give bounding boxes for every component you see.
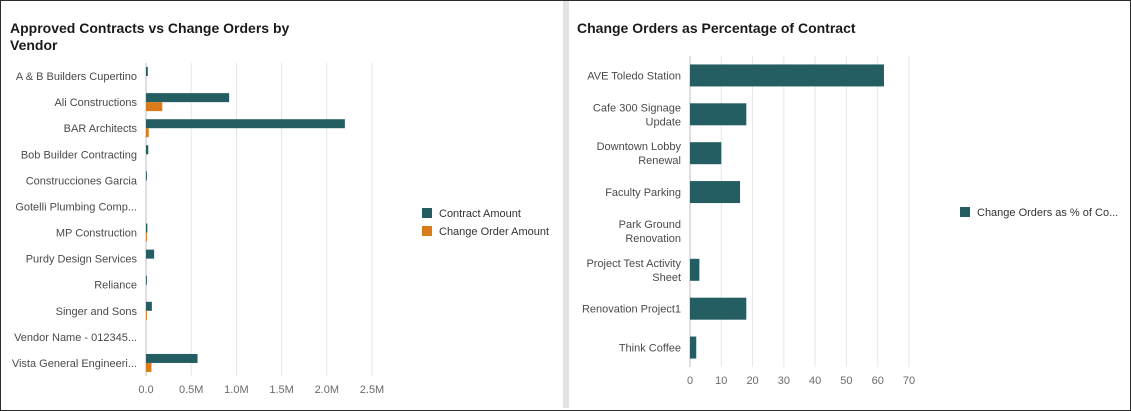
legend-swatch	[960, 207, 970, 217]
bar-change-order-percent	[690, 64, 884, 87]
category-label: Renewal	[638, 155, 681, 167]
category-label: BAR Architects	[64, 123, 138, 135]
contracts-vs-change-orders-chart[interactable]: 0.0 0.5M 1.0M 1.5M 2.0M 2.5M A & B Builders Cu…	[1, 1, 562, 408]
bar-change-order-amount	[146, 128, 149, 138]
category-label: Ali Constructions	[54, 97, 137, 109]
x-tick-label: 2.0M	[315, 384, 339, 396]
legend-label[interactable]: Contract Amount	[439, 208, 521, 220]
x-tick-label: 20	[746, 375, 758, 387]
category-label: Renovation Project1	[582, 304, 681, 316]
bar-change-order-percent	[690, 258, 700, 281]
category-label: Reliance	[94, 280, 137, 292]
category-label: Update	[646, 116, 681, 128]
category-label: Park Ground	[619, 219, 681, 231]
category-label: MP Construction	[56, 228, 137, 240]
bar-change-order-percent	[690, 142, 722, 165]
bar-change-order-amount	[146, 362, 152, 372]
x-tick-label: 30	[778, 375, 790, 387]
x-tick-label: 0	[687, 375, 693, 387]
category-label: Think Coffee	[619, 343, 681, 355]
x-tick-label: 1.5M	[269, 384, 293, 396]
legend-swatch	[422, 208, 432, 218]
x-tick-label: 70	[903, 375, 915, 387]
bar-change-order-percent	[690, 181, 741, 204]
x-tick-label: 2.5M	[360, 384, 384, 396]
chart-title: Change Orders as Percentage of Contract	[577, 20, 856, 36]
legend-swatch	[422, 226, 432, 236]
category-label: Project Test Activity	[586, 258, 681, 270]
bar-contract-amount	[146, 223, 148, 233]
bar-change-order-percent	[690, 336, 697, 359]
change-order-percentage-panel: Change Orders as Percentage of Contract …	[570, 1, 1129, 408]
bar-change-order-amount	[146, 232, 147, 242]
panel-divider	[563, 1, 569, 408]
category-label: AVE Toledo Station	[587, 70, 681, 82]
category-label: Bob Builder Contracting	[21, 149, 137, 161]
category-label: Singer and Sons	[56, 306, 138, 318]
bar-change-order-amount	[146, 102, 163, 112]
category-label: A & B Builders Cupertino	[16, 71, 137, 83]
category-label: Vista General Engineeri...	[12, 358, 137, 370]
legend-label[interactable]: Change Orders as % of Co...	[977, 207, 1118, 219]
bar-contract-amount	[146, 301, 152, 311]
bar-contract-amount	[146, 145, 149, 155]
bar-contract-amount	[146, 275, 147, 285]
category-label: Vendor Name - 012345...	[14, 332, 137, 344]
category-label: Construcciones Garcia	[26, 175, 138, 187]
bar-contract-amount	[146, 249, 155, 259]
bar-change-order-amount	[146, 310, 147, 320]
bar-change-order-percent	[690, 297, 747, 320]
x-tick-label: 50	[840, 375, 852, 387]
category-label: Faculty Parking	[605, 187, 681, 199]
x-tick-label: 10	[715, 375, 727, 387]
bar-contract-amount	[146, 93, 230, 103]
category-label: Sheet	[652, 272, 681, 284]
x-tick-label: 0.5M	[179, 384, 203, 396]
bar-contract-amount	[146, 119, 345, 129]
bar-contract-amount	[146, 353, 198, 363]
bar-contract-amount	[146, 67, 148, 77]
change-order-percentage-chart[interactable]: 0 10 20 30 40 50 60 70 AVE Toledo Station Cafe 30…	[570, 1, 1129, 408]
category-label: Purdy Design Services	[26, 254, 138, 266]
bar-contract-amount	[146, 171, 147, 181]
x-tick-label: 60	[872, 375, 884, 387]
x-tick-label: 40	[809, 375, 821, 387]
contracts-vs-change-orders-panel: Approved Contracts vs Change Orders by V…	[1, 1, 562, 408]
legend-label[interactable]: Change Order Amount	[439, 226, 549, 238]
category-label: Renovation	[625, 233, 681, 245]
category-label: Cafe 300 Signage	[593, 102, 681, 114]
x-tick-label: 0.0	[138, 384, 153, 396]
x-tick-label: 1.0M	[224, 384, 248, 396]
chart-title: Approved Contracts vs Change Orders by V…	[10, 20, 290, 53]
bar-change-order-percent	[690, 103, 747, 126]
category-label: Gotelli Plumbing Comp...	[15, 201, 137, 213]
category-label: Downtown Lobby	[597, 141, 682, 153]
